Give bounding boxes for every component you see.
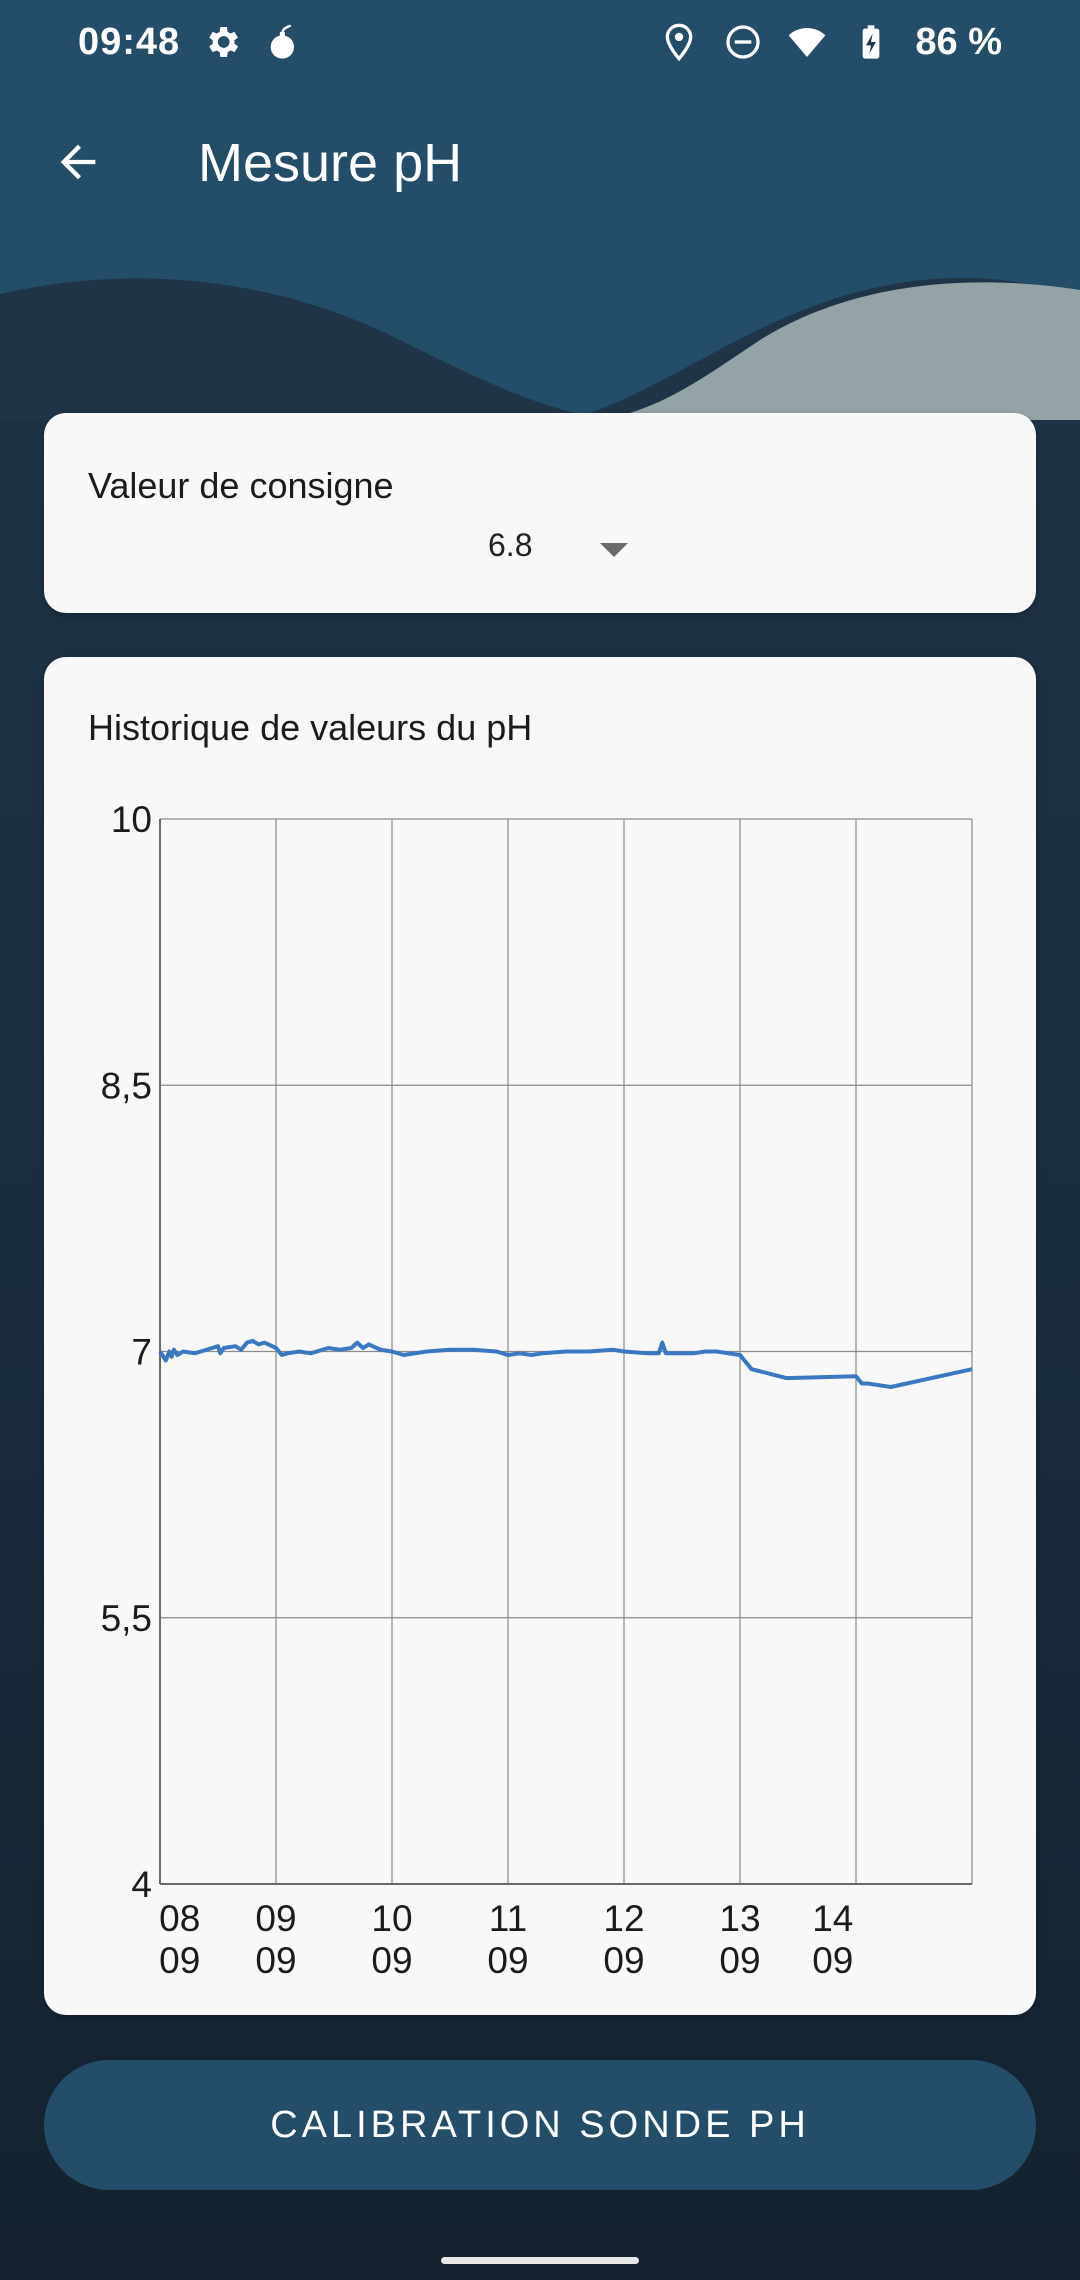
x-tick-label-month: 09 (719, 1940, 760, 1981)
x-tick-label-month: 09 (603, 1940, 644, 1981)
x-tick-label-month: 09 (159, 1940, 200, 1981)
y-tick-label: 5,5 (101, 1598, 152, 1639)
battery-percentage: 86 % (915, 20, 1002, 63)
do-not-disturb-icon (723, 20, 763, 64)
navigation-handle[interactable] (441, 2257, 639, 2264)
x-tick-label-day: 10 (371, 1898, 412, 1939)
y-tick-label: 8,5 (101, 1065, 152, 1106)
x-tick-label-day: 13 (719, 1898, 760, 1939)
back-button[interactable] (40, 124, 116, 200)
x-tick-label-month: 09 (371, 1940, 412, 1981)
ph-series-line (158, 1338, 973, 1389)
status-bar: 09:48 86 % (0, 0, 1080, 88)
x-tick-label-day: 12 (603, 1898, 644, 1939)
app-bar: Mesure pH (0, 108, 1080, 220)
history-card: Historique de valeurs du pH 10 8,5 7 5,5 4 08… (44, 657, 1036, 2015)
setpoint-label: Valeur de consigne (88, 465, 394, 506)
setpoint-dropdown[interactable]: 6.8 (444, 513, 644, 581)
x-tick-label-day: 08 (159, 1898, 200, 1939)
y-tick-label: 4 (131, 1864, 152, 1905)
dropdown-arrow-icon (600, 543, 628, 557)
x-tick-label-month: 09 (255, 1940, 296, 1981)
location-icon (659, 20, 699, 64)
y-tick-label: 10 (111, 799, 152, 840)
x-tick-label-month: 09 (812, 1940, 853, 1981)
header-wave-background (0, 0, 1080, 420)
x-tick-label-day: 09 (255, 1898, 296, 1939)
status-time: 09:48 (78, 20, 181, 63)
history-title: Historique de valeurs du pH (88, 707, 533, 748)
gear-icon (202, 20, 242, 64)
setpoint-card: Valeur de consigne 6.8 (44, 413, 1036, 613)
calibration-button[interactable]: CALIBRATION SONDE PH (44, 2060, 1036, 2190)
arrow-left-icon (60, 144, 96, 180)
x-tick-label-day: 14 (812, 1898, 853, 1939)
wifi-icon (787, 20, 827, 64)
setpoint-value: 6.8 (488, 527, 533, 563)
bomb-icon (264, 20, 304, 64)
page-title: Mesure pH (198, 133, 463, 193)
x-tick-label-day: 11 (489, 1898, 527, 1939)
battery-charging-icon (851, 20, 891, 64)
y-tick-label: 7 (131, 1332, 152, 1373)
x-tick-label-month: 09 (487, 1940, 528, 1981)
